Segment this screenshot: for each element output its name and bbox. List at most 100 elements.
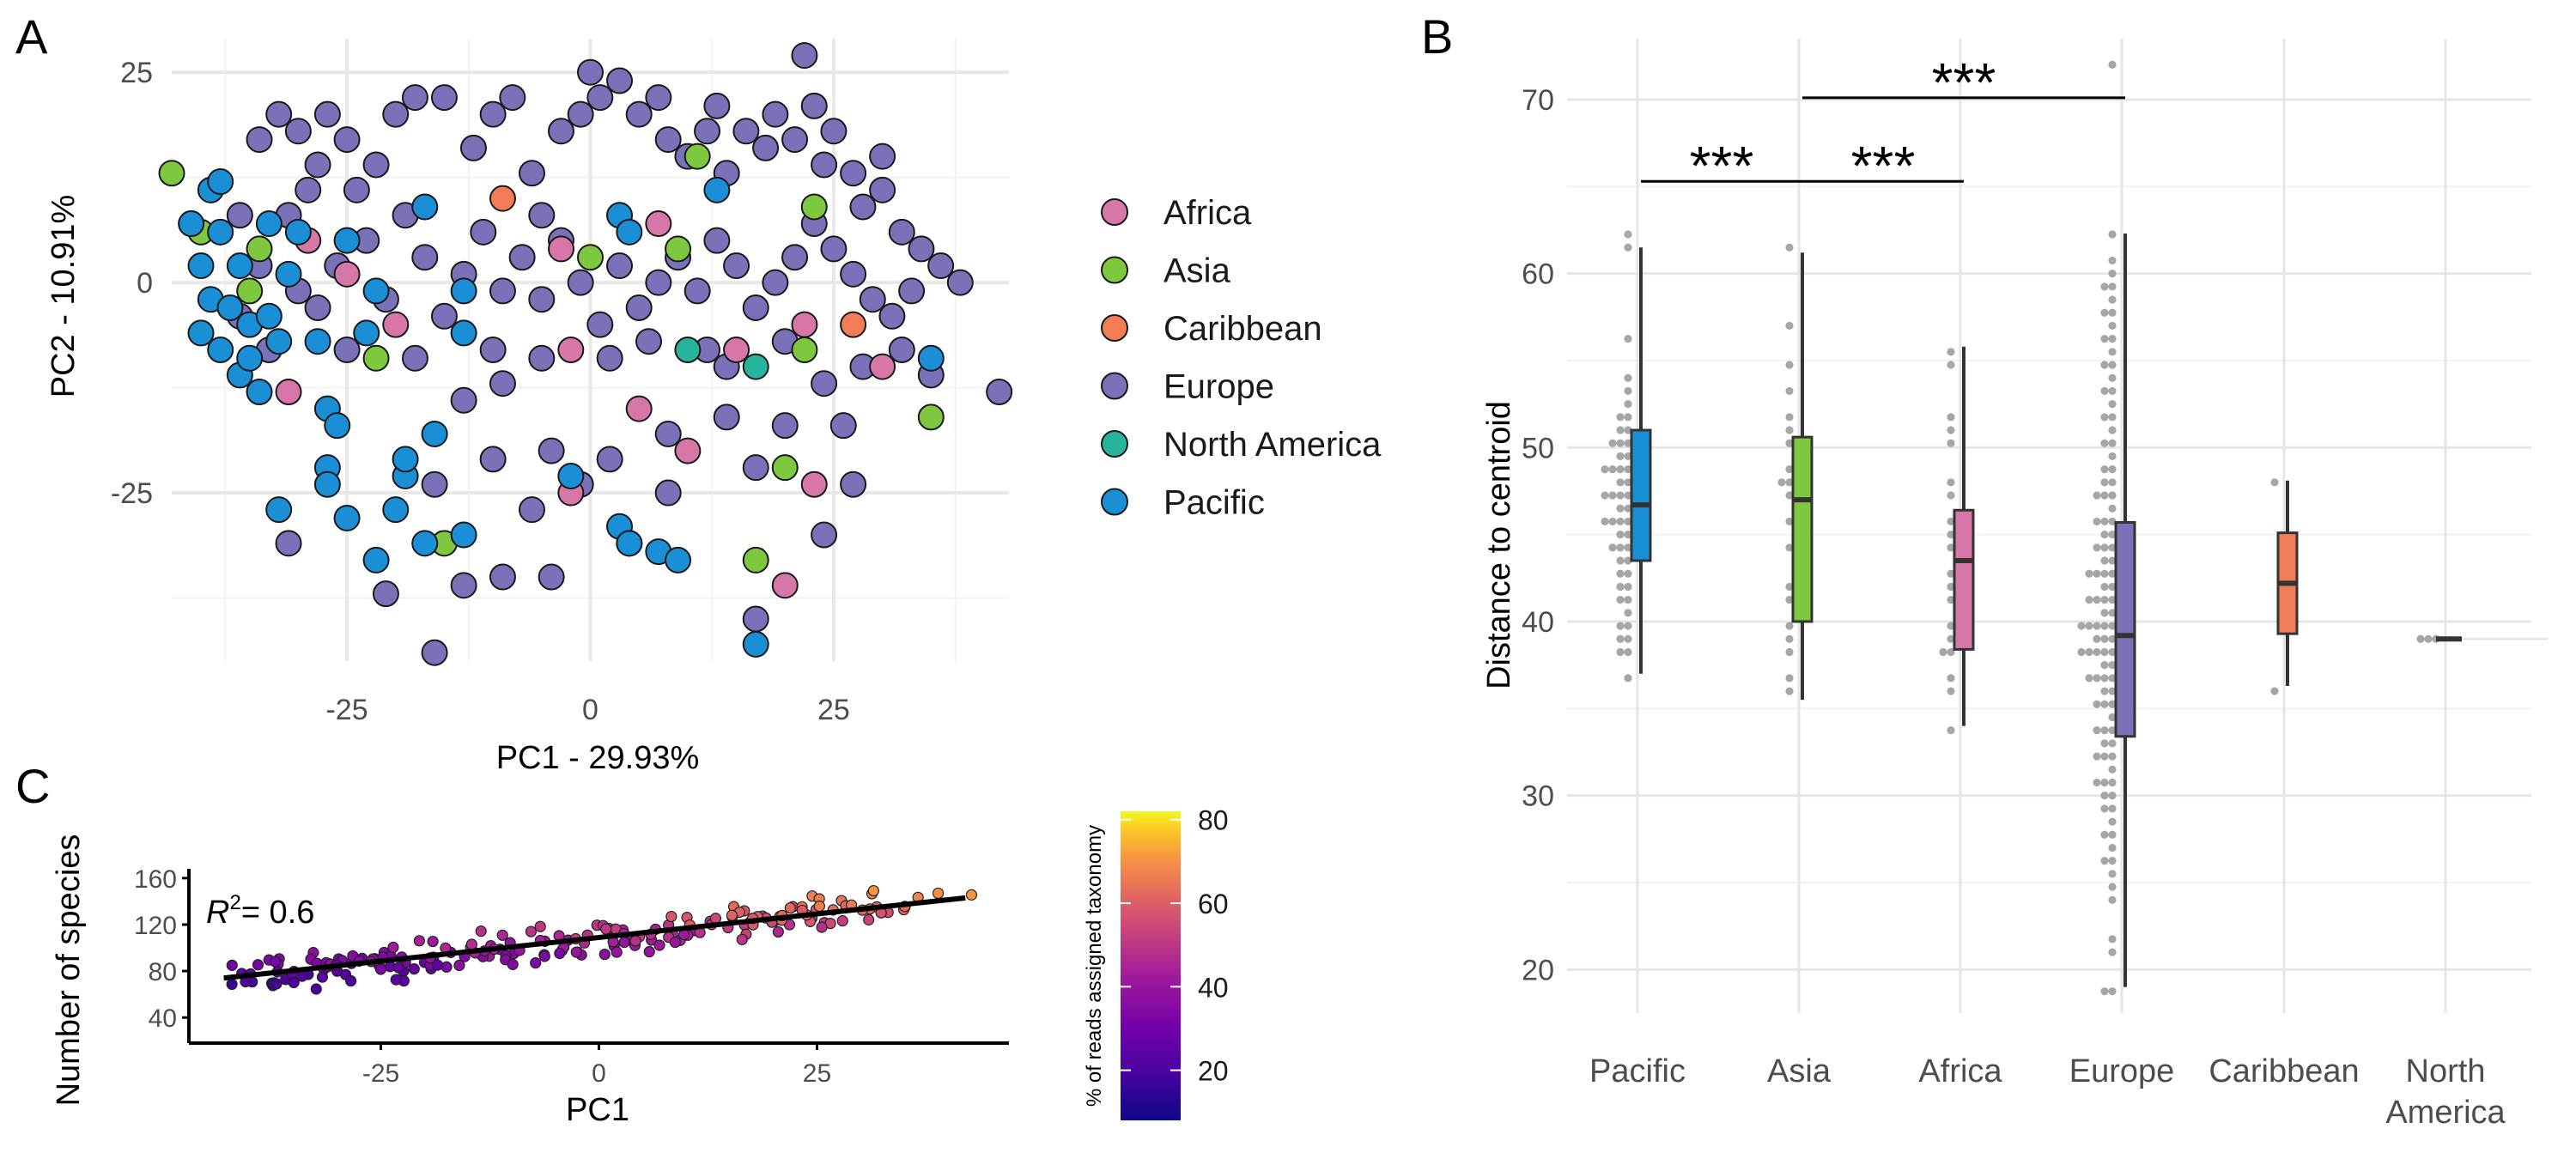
data-point <box>836 915 848 927</box>
x-tick-label: Pacific <box>1589 1053 1686 1089</box>
dot <box>2100 386 2109 396</box>
data-point <box>269 956 281 968</box>
data-point-europe <box>479 100 507 128</box>
dot <box>1624 335 1632 343</box>
dot <box>2093 596 2101 604</box>
x-tick-label: -25 <box>362 1059 399 1088</box>
data-point-africa <box>771 572 799 599</box>
data-point <box>653 939 665 951</box>
panel-b-grid <box>1567 39 2531 1013</box>
dot <box>1785 687 1794 695</box>
data-point-asia <box>800 193 828 221</box>
dot <box>2100 491 2109 500</box>
data-point-europe <box>343 176 370 203</box>
data-point-europe <box>762 100 789 128</box>
y-tick-label: -25 <box>111 477 153 510</box>
dot <box>2100 778 2109 787</box>
dot <box>1947 674 1955 683</box>
panel-label-c: C <box>15 759 50 813</box>
dot <box>2093 752 2101 761</box>
dot <box>2100 687 2109 695</box>
dot <box>2108 270 2117 278</box>
dot <box>2108 582 2117 592</box>
dot <box>2077 647 2086 657</box>
dot <box>2108 504 2117 513</box>
data-point-pacific <box>353 319 380 347</box>
data-point-pacific <box>265 496 293 524</box>
data-point-europe <box>829 412 857 440</box>
x-tick-label: Africa <box>1918 1053 2002 1089</box>
data-point <box>316 971 329 983</box>
dot <box>2108 700 2117 708</box>
data-point-europe <box>811 151 838 179</box>
dot <box>1785 517 1794 526</box>
data-point <box>252 959 264 971</box>
dot <box>2100 830 2109 839</box>
data-point-pacific <box>255 210 283 238</box>
data-point-asia <box>665 235 692 263</box>
data-point <box>813 900 825 913</box>
data-point-pacific <box>362 546 390 573</box>
data-point-europe <box>246 126 273 154</box>
dot <box>1616 634 1625 643</box>
dot <box>1616 413 1625 422</box>
data-point-pacific <box>421 420 448 447</box>
data-point-europe <box>703 227 731 254</box>
dot <box>1624 582 1632 592</box>
legend-key <box>1101 372 1128 400</box>
dot <box>2108 647 2117 657</box>
dot <box>2108 817 2117 826</box>
data-point-africa <box>674 437 702 464</box>
dot <box>2108 295 2117 304</box>
data-point-europe <box>538 563 565 591</box>
dot <box>1785 321 1794 331</box>
legend-label: Europe <box>1163 368 1274 406</box>
dot <box>1785 413 1794 422</box>
dot <box>2108 935 2117 944</box>
data-point-asia <box>683 143 711 170</box>
dot <box>1624 569 1632 578</box>
legend-label: Caribbean <box>1163 310 1322 348</box>
colorbar-tick-label: 60 <box>1198 889 1229 919</box>
data-point <box>643 945 655 958</box>
data-point <box>554 947 566 960</box>
data-point-europe <box>635 328 663 355</box>
data-point <box>534 920 546 932</box>
data-point-europe <box>869 176 896 203</box>
colorbar-tick-label: 20 <box>1198 1056 1229 1087</box>
panel-b-dots <box>1601 60 2440 996</box>
data-point-europe <box>645 84 672 112</box>
dot <box>2416 634 2425 643</box>
data-point-europe <box>430 84 458 112</box>
dot <box>1624 373 1632 382</box>
dot <box>2108 609 2117 617</box>
data-point-pacific <box>255 302 283 330</box>
dot <box>2108 948 2117 956</box>
dot <box>2108 752 2117 761</box>
dot <box>2100 335 2109 343</box>
data-point-europe <box>499 84 526 112</box>
data-point <box>726 909 738 921</box>
data-point-europe <box>265 100 293 128</box>
panel-b-y-axis-label: Distance to centroid <box>1481 401 1517 689</box>
data-point-europe <box>430 302 458 330</box>
data-point-europe <box>518 496 545 524</box>
dot <box>2100 752 2109 761</box>
data-point <box>453 959 465 972</box>
data-point <box>507 958 519 970</box>
dot <box>1947 491 1955 500</box>
data-point-europe <box>820 118 848 145</box>
dot <box>1624 543 1632 552</box>
dot <box>2108 674 2117 683</box>
x-tick-label: America <box>2385 1095 2506 1131</box>
dot <box>1624 386 1632 396</box>
data-point-europe <box>401 344 428 372</box>
dot <box>2093 700 2101 708</box>
data-point <box>496 929 508 941</box>
y-tick-label: 70 <box>1522 84 1554 117</box>
dot <box>1624 491 1632 500</box>
data-point-europe <box>489 370 516 397</box>
data-point-europe <box>683 277 711 305</box>
dot <box>1616 452 1625 461</box>
dot <box>1947 361 1955 369</box>
